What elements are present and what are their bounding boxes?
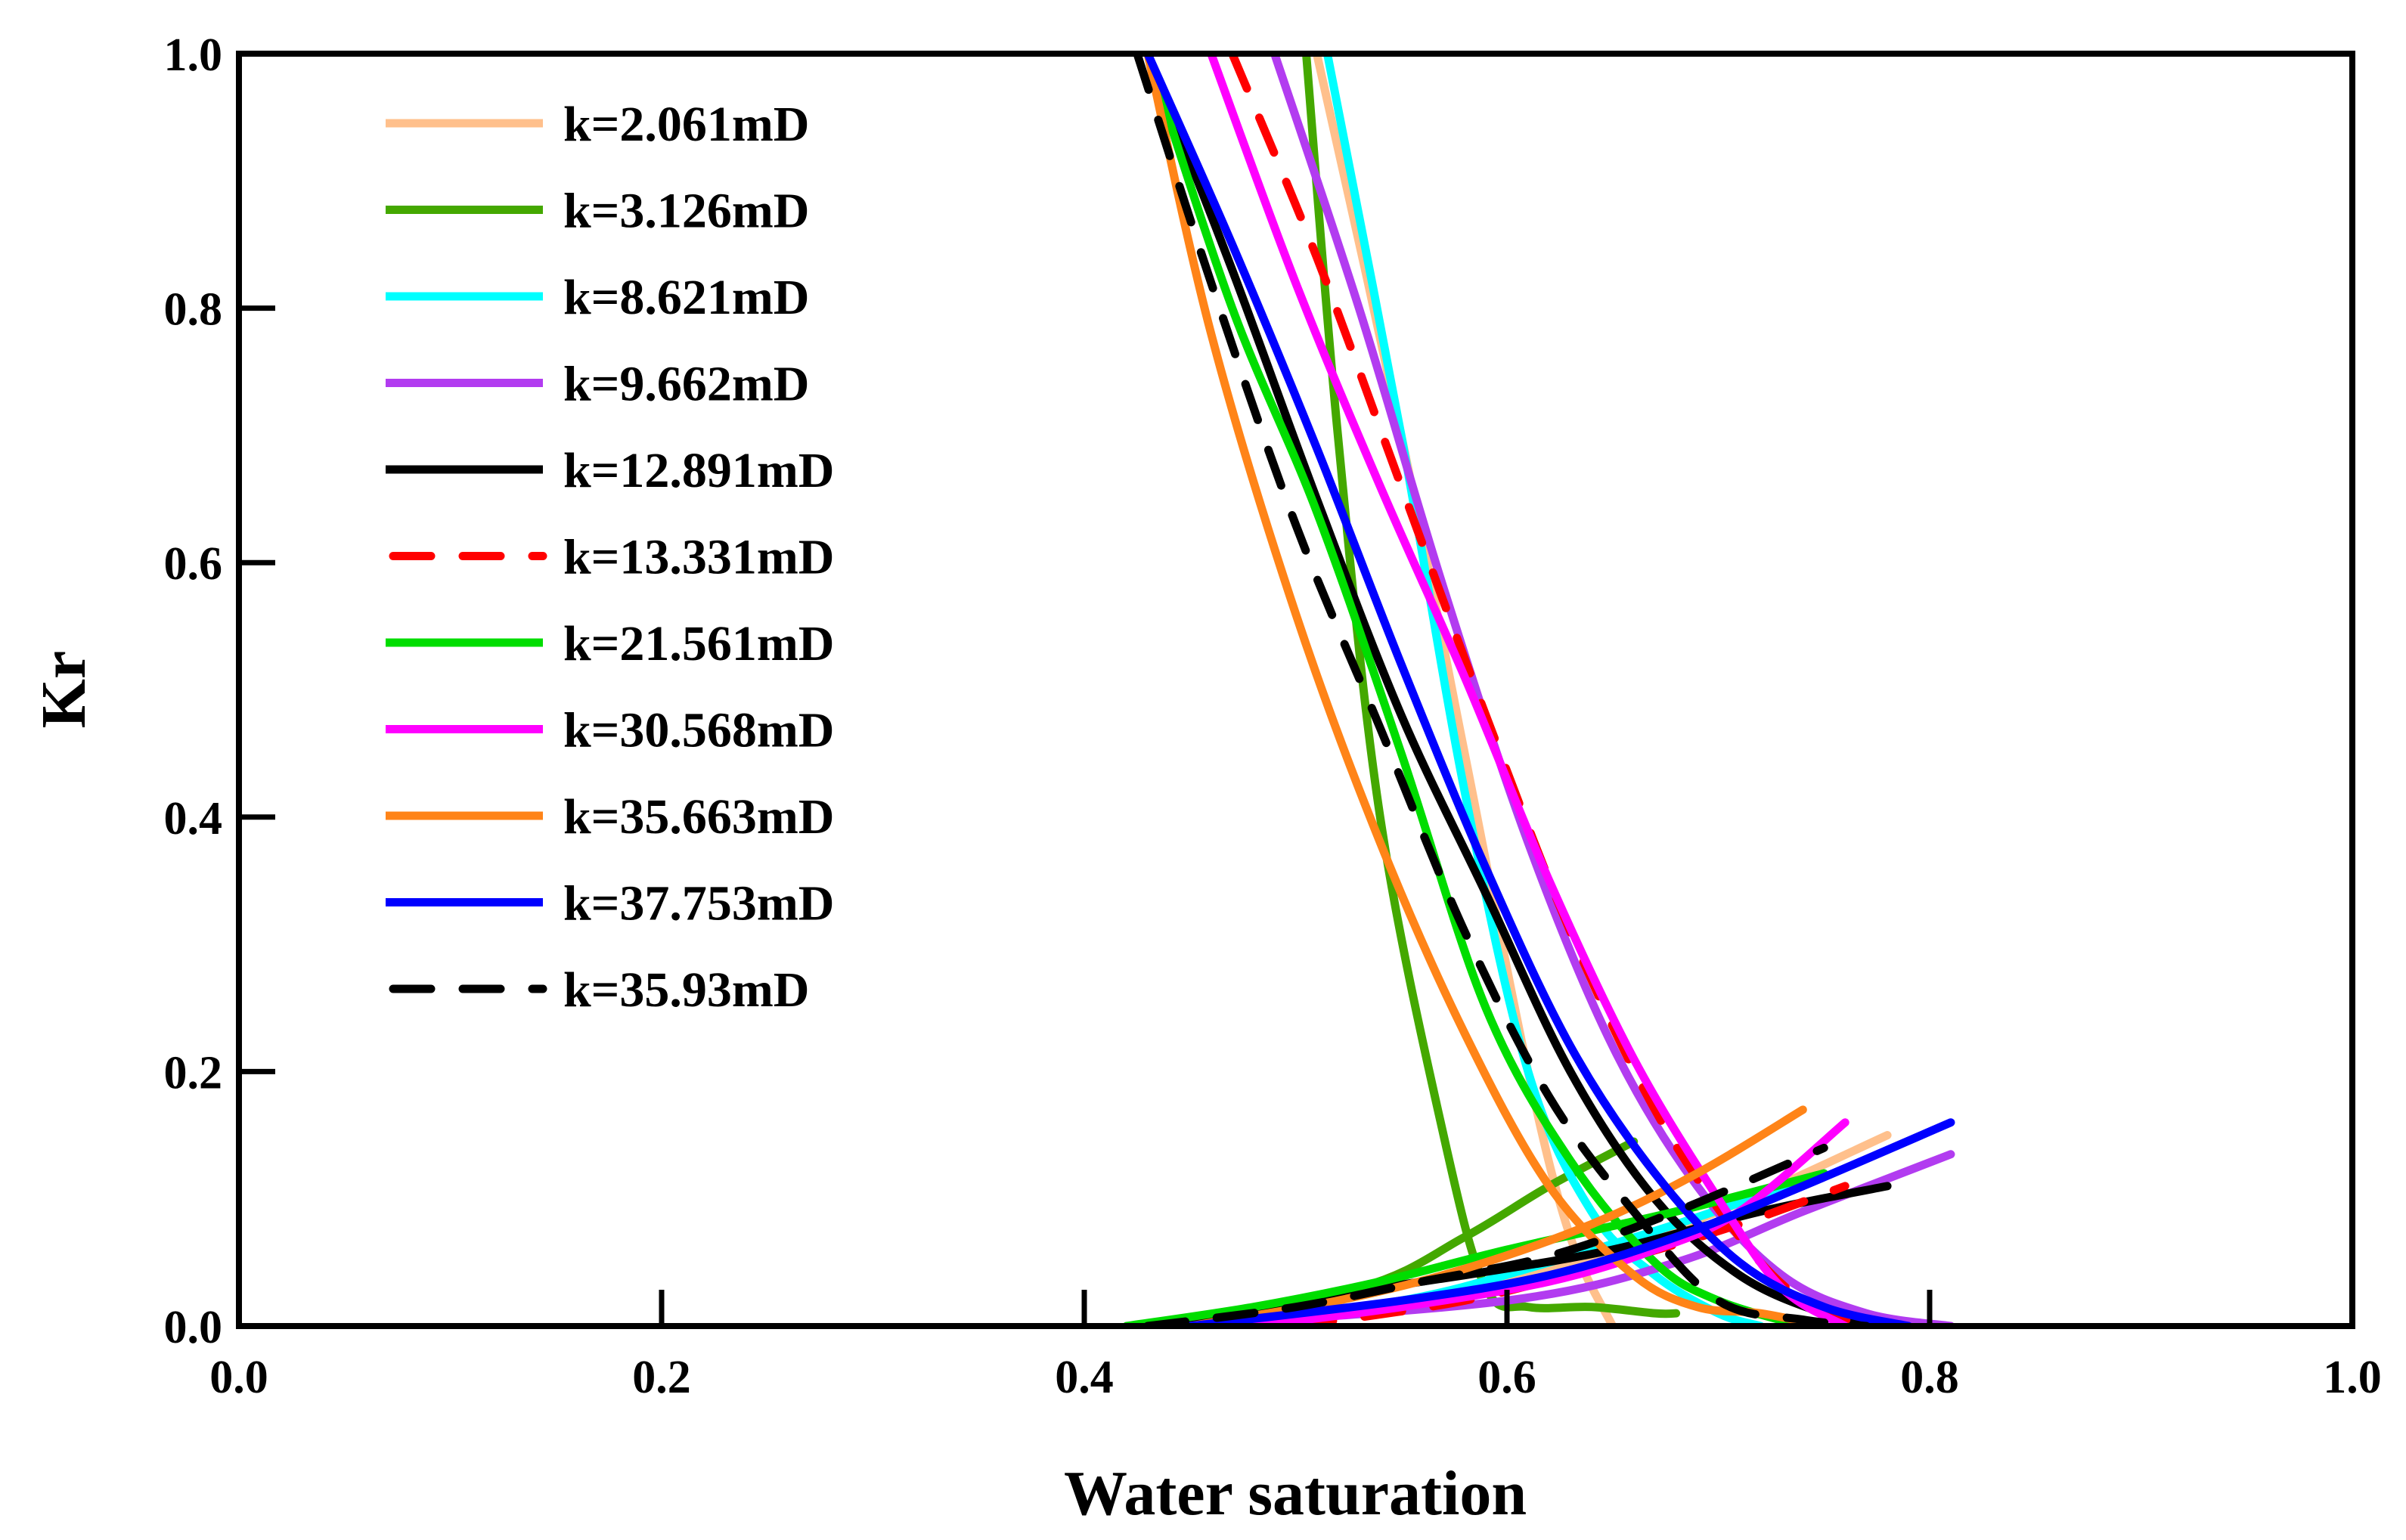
series-kro-line <box>1301 54 1681 1318</box>
legend-label: k=12.891mD <box>563 443 834 498</box>
y-tick-label: 0.2 <box>164 1047 223 1098</box>
x-axis-title: Water saturation <box>1064 1458 1527 1529</box>
legend-label: k=30.568mD <box>563 703 834 758</box>
legend-label: k=21.561mD <box>563 616 834 671</box>
legend-label: k=9.662mD <box>563 357 809 412</box>
series-krw-line <box>1249 1118 1849 1326</box>
x-tick-label: 0.0 <box>209 1352 268 1403</box>
x-tick-label: 0.8 <box>1900 1352 1959 1403</box>
ticks-layer: 0.0 0.2 0.4 0.6 0.8 1.0 0.0 0.2 0.4 0.6 0.8 1.0 <box>164 29 2382 1403</box>
y-tick-label: 0.6 <box>164 538 223 590</box>
x-tick-label: 0.4 <box>1055 1352 1114 1403</box>
series-kro-line <box>1133 54 1871 1326</box>
legend-label: k=8.621mD <box>563 270 809 325</box>
y-tick-label: 0.4 <box>164 793 223 844</box>
y-tick-label: 0.8 <box>164 284 223 336</box>
legend-label: k=37.753mD <box>563 876 834 931</box>
series-kro-line <box>1143 54 1828 1326</box>
legend-label: k=2.061mD <box>563 97 809 152</box>
series-kro-line <box>1322 54 1765 1326</box>
series-kro-line <box>1143 54 1892 1326</box>
legend: k=2.061mD k=3.126mD k=8.621mD k=9.662mD k=12… <box>386 97 834 1018</box>
legend-label: k=35.663mD <box>563 789 834 844</box>
x-tick-label: 0.2 <box>632 1352 691 1403</box>
x-tick-label: 1.0 <box>2323 1352 2382 1403</box>
x-tick-label: 0.6 <box>1477 1352 1536 1403</box>
legend-label: k=13.331mD <box>563 530 834 585</box>
legend-label: k=35.93mD <box>563 962 809 1018</box>
legend-label: k=3.126mD <box>563 184 809 239</box>
series-krw-line <box>1143 1143 1828 1326</box>
curves-layer <box>1122 54 1955 1326</box>
series-kro-line <box>1270 54 1955 1326</box>
y-tick-label: 1.0 <box>164 29 223 81</box>
y-tick-label: 0.0 <box>164 1302 223 1353</box>
plot-frame <box>236 51 2355 1329</box>
y-axis-title: Kr <box>29 651 99 729</box>
series-krw-line <box>1186 1118 1955 1326</box>
series-kro-line <box>1207 54 1849 1326</box>
series-kro-line <box>1143 54 1913 1326</box>
